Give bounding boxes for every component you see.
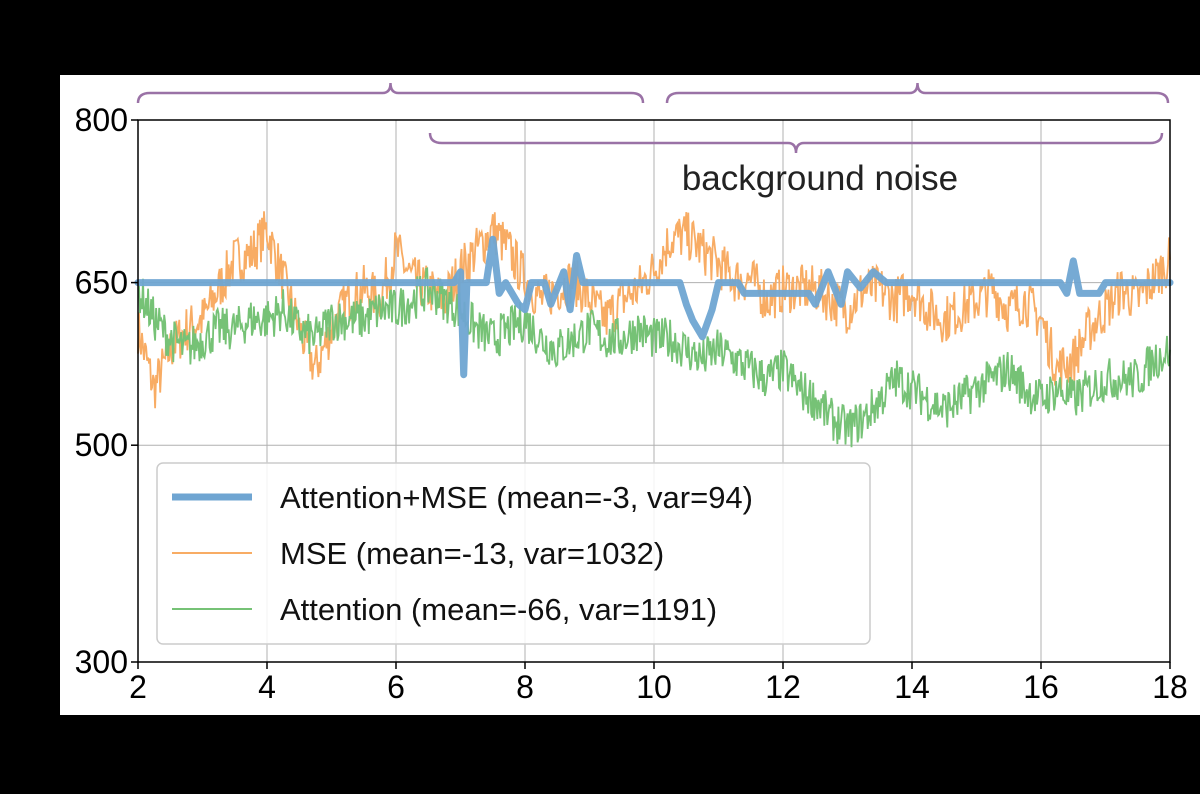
- x-tick-label: 18: [1152, 669, 1188, 705]
- legend-box: [156, 462, 871, 645]
- ticks: 2 4 6 8 10 12 14 16 18 300 500 650 800: [75, 102, 1188, 705]
- brace-right: [665, 82, 1170, 104]
- x-tick-label: 12: [765, 669, 801, 705]
- x-tick-label: 2: [129, 669, 147, 705]
- x-tick-label: 8: [516, 669, 534, 705]
- brace-background-noise: [428, 132, 1164, 154]
- series-mse-line: [137, 211, 1171, 409]
- brace-left: [136, 82, 645, 104]
- x-tick-label: 10: [636, 669, 672, 705]
- legend: Attention+MSE (mean=-3, var=94) MSE (mean…: [156, 462, 871, 645]
- legend-label: Attention+MSE (mean=-3, var=94): [280, 480, 753, 515]
- braces: [136, 82, 1170, 154]
- x-tick-label: 6: [387, 669, 405, 705]
- series-attention-line: [137, 267, 1171, 448]
- annotation-background-noise: background noise: [682, 159, 958, 198]
- y-tick-label: 300: [75, 644, 128, 680]
- x-tick-label: 14: [894, 669, 930, 705]
- y-tick-label: 800: [75, 102, 128, 138]
- x-tick-label: 4: [258, 669, 276, 705]
- legend-label: MSE (mean=-13, var=1032): [280, 536, 664, 571]
- y-tick-label: 500: [75, 427, 128, 463]
- y-tick-label: 650: [75, 265, 128, 301]
- series-attention-mse-line: [134, 235, 1174, 379]
- series-group: [134, 211, 1174, 448]
- legend-label: Attention (mean=-66, var=1191): [280, 592, 717, 627]
- x-tick-label: 16: [1023, 669, 1059, 705]
